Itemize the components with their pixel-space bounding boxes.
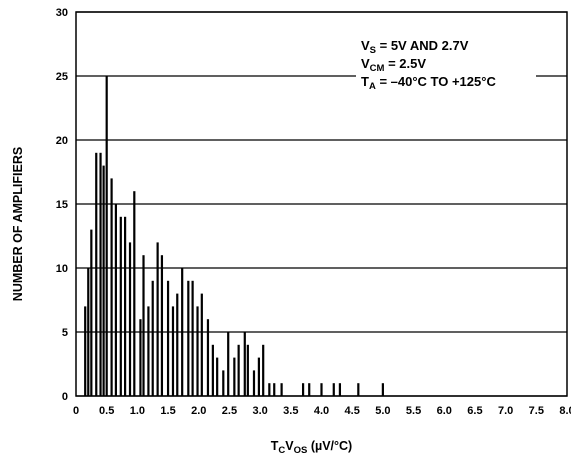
bar xyxy=(105,76,108,396)
bar xyxy=(338,383,342,396)
bar xyxy=(90,229,93,396)
x-tick-label: 0 xyxy=(73,405,79,417)
x-tick-label: 1.5 xyxy=(160,405,175,417)
bar xyxy=(252,370,256,396)
bar xyxy=(273,383,276,396)
x-tick-label: 8.0 xyxy=(559,405,571,417)
x-tick-label: 5.5 xyxy=(406,405,421,417)
x-tick-label: 5.0 xyxy=(375,405,390,417)
y-tick-label: 20 xyxy=(56,135,68,147)
bar xyxy=(147,306,150,396)
bar xyxy=(142,255,145,396)
bar xyxy=(156,242,159,396)
bar xyxy=(128,242,132,396)
bar xyxy=(211,344,214,396)
bar xyxy=(320,383,323,396)
bar xyxy=(119,216,122,396)
annotation-line-supply: VS = 5V AND 2.7V xyxy=(361,38,469,56)
bar xyxy=(243,332,246,396)
bar xyxy=(268,383,271,396)
x-tick-label: 4.0 xyxy=(314,405,329,417)
bar xyxy=(222,370,225,396)
bar xyxy=(95,152,98,396)
bar xyxy=(332,383,335,396)
x-tick-label: 4.5 xyxy=(345,405,360,417)
bar xyxy=(262,344,265,396)
y-tick-label: 30 xyxy=(56,7,68,19)
bar xyxy=(200,293,203,396)
bars xyxy=(84,76,384,396)
x-tick-label: 6.5 xyxy=(467,405,482,417)
x-axis-label: TCVOS (µV/°C) xyxy=(271,439,352,456)
x-tick-label: 0.5 xyxy=(99,405,114,417)
x-tick-label: 3.0 xyxy=(252,405,267,417)
x-tick-label: 3.5 xyxy=(283,405,298,417)
bar xyxy=(381,383,384,396)
y-tick-label: 5 xyxy=(62,327,68,339)
bar xyxy=(176,293,179,396)
bar xyxy=(308,383,311,396)
bar xyxy=(84,306,87,396)
y-axis-label: NUMBER OF AMPLIFIERS xyxy=(11,147,25,301)
y-tick-labels: 0 5 10 15 20 25 30 xyxy=(56,7,68,403)
bar xyxy=(237,344,240,396)
y-tick-label: 25 xyxy=(56,71,68,83)
bar xyxy=(191,280,194,396)
bar xyxy=(216,357,219,396)
x-tick-label: 7.5 xyxy=(529,405,544,417)
x-tick-label: 2.5 xyxy=(222,405,237,417)
bar xyxy=(133,191,136,396)
y-tick-label: 15 xyxy=(56,199,68,211)
bar xyxy=(246,344,249,396)
x-tick-label: 1.0 xyxy=(130,405,145,417)
x-tick-label: 6.0 xyxy=(437,405,452,417)
bar xyxy=(187,280,190,396)
y-tick-label: 10 xyxy=(56,263,68,275)
plot-frame xyxy=(75,11,568,397)
bar xyxy=(357,383,360,396)
bar xyxy=(233,357,236,396)
y-tick-label: 0 xyxy=(62,391,68,403)
bar xyxy=(301,383,305,396)
bar xyxy=(110,178,113,396)
bar xyxy=(257,357,260,396)
bar xyxy=(166,280,170,396)
bar xyxy=(206,319,210,396)
annotation-background xyxy=(356,34,536,94)
bar xyxy=(227,332,230,396)
bar xyxy=(99,152,102,396)
annotation-line-vcm: VCM = 2.5V xyxy=(361,56,426,74)
bar xyxy=(87,268,90,396)
x-tick-labels: 0 0.5 1.0 1.5 2.0 2.5 3.0 3.5 4.0 4.5 5.0 5.5 6.0 6.5… xyxy=(73,405,571,417)
bar xyxy=(114,204,117,396)
x-tick-label: 2.0 xyxy=(191,405,206,417)
bar xyxy=(102,165,105,396)
bar xyxy=(196,306,199,396)
x-tick-label: 7.0 xyxy=(498,405,513,417)
bar xyxy=(160,255,164,396)
bar xyxy=(151,280,154,396)
conditions-annotation: VS = 5V AND 2.7V VCM = 2.5V TA = –40°C T… xyxy=(361,38,496,92)
bar xyxy=(124,216,127,396)
bar xyxy=(280,383,283,396)
bar xyxy=(181,268,184,396)
bar xyxy=(171,306,175,396)
annotation-line-temp: TA = –40°C TO +125°C xyxy=(361,74,496,92)
bar xyxy=(139,319,142,396)
